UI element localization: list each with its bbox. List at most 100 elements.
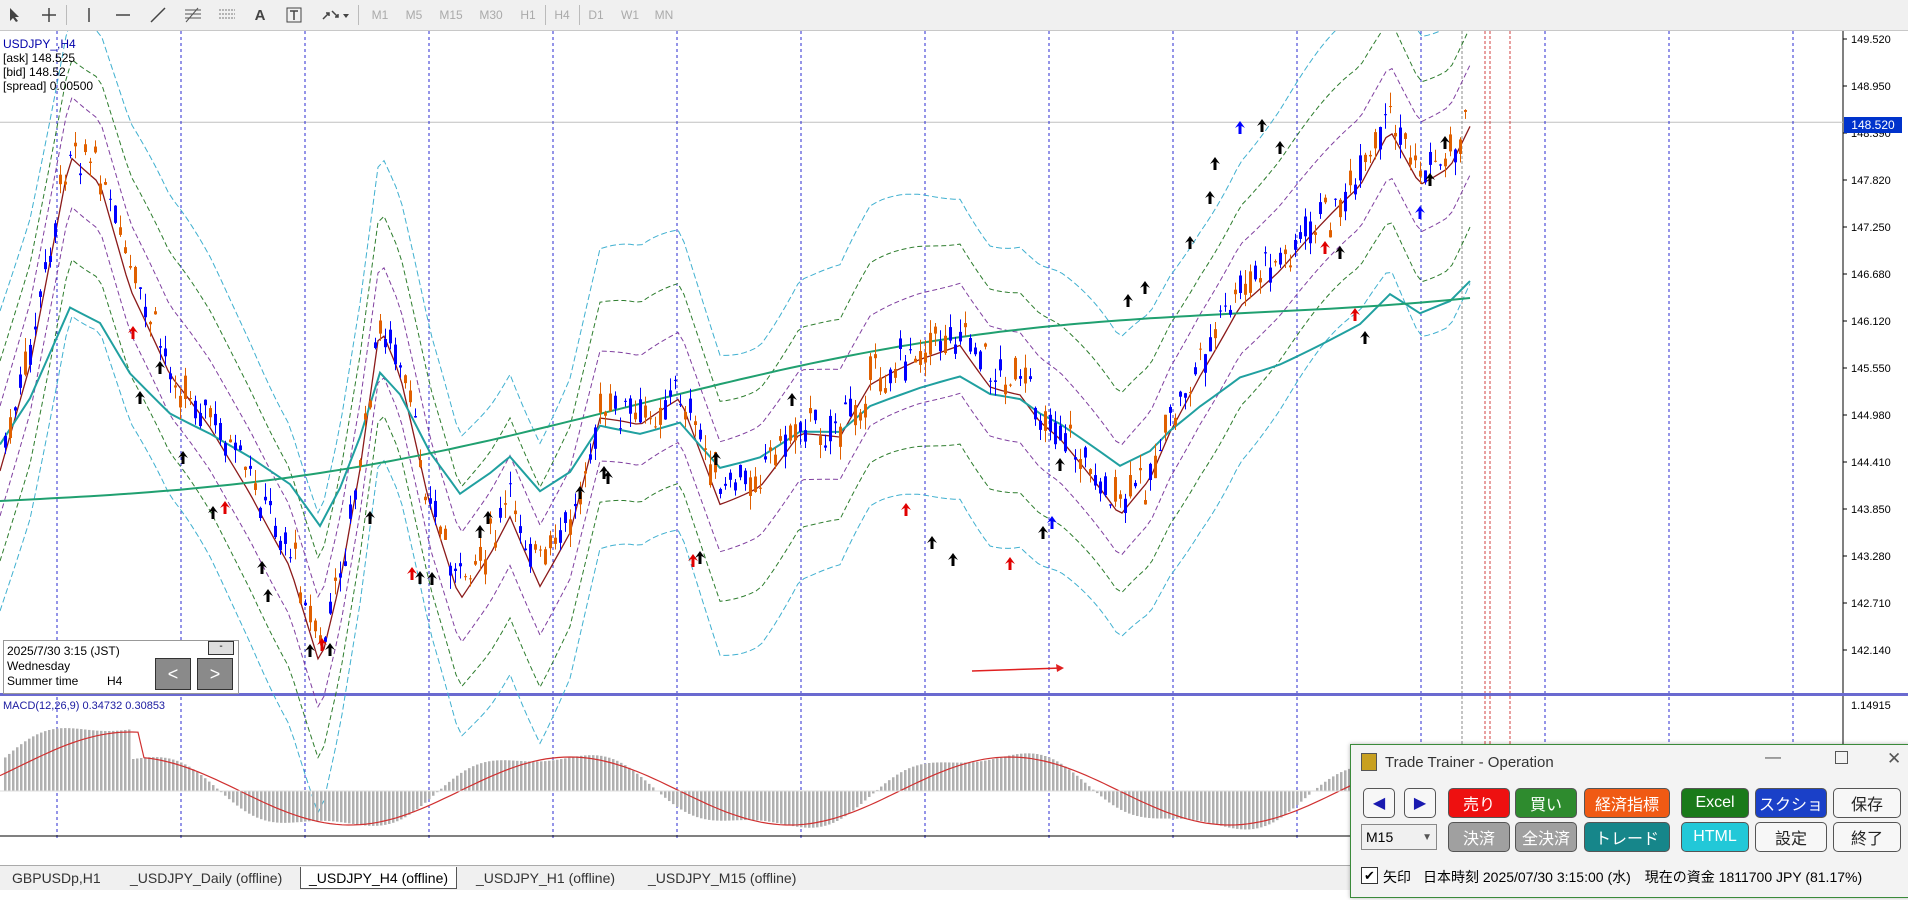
candlestick-body — [389, 329, 392, 344]
macd-histogram-bar — [240, 791, 243, 809]
price-axis — [1843, 31, 1908, 841]
horizontal-line-icon[interactable] — [110, 3, 136, 27]
fibonacci-expansion-icon[interactable] — [180, 3, 206, 27]
trade-arrow-icon — [711, 452, 721, 465]
macd-histogram-bar — [1172, 791, 1175, 819]
candlestick-body — [1154, 455, 1157, 479]
chart-tab[interactable]: _USDJPY_H1 (offline) — [476, 869, 616, 886]
chart-tab[interactable]: _USDJPY_M15 (offline) — [648, 869, 797, 886]
candlestick-body — [914, 358, 917, 363]
candlestick-body — [429, 498, 432, 504]
candlestick-body — [1204, 354, 1207, 373]
close-position-button[interactable]: 決済 — [1448, 822, 1510, 852]
macd-histogram-bar — [364, 791, 367, 826]
trade-arrow-icon — [1005, 557, 1015, 570]
candlestick-body — [1174, 417, 1177, 426]
macd-histogram-bar — [80, 729, 83, 791]
chart-tab[interactable]: GBPUSDp,H1 — [12, 869, 101, 886]
arrows-icon[interactable] — [318, 3, 352, 27]
settings-button[interactable]: 設定 — [1755, 822, 1827, 852]
macd-histogram-bar — [1068, 769, 1071, 791]
candlestick-body — [989, 380, 992, 382]
candlestick-body — [1419, 170, 1422, 177]
next-bar-button[interactable]: > — [197, 658, 233, 690]
timeframe-m1-button[interactable]: M1 — [371, 8, 389, 22]
timeframe-w1-button[interactable]: W1 — [621, 8, 639, 22]
candlestick-body — [929, 332, 932, 355]
macd-histogram-bar — [1140, 791, 1143, 817]
timeframe-m15-button[interactable]: M15 — [439, 8, 463, 22]
timeframe-d1-button[interactable]: D1 — [588, 8, 604, 22]
candlestick-body — [1089, 469, 1092, 474]
chart-tab[interactable]: _USDJPY_H4 (offline) — [300, 867, 458, 889]
macd-histogram-bar — [952, 762, 955, 791]
minimize-button[interactable]: - — [208, 641, 234, 655]
close-all-button[interactable]: 全決済 — [1515, 822, 1577, 852]
candlestick-body — [274, 525, 277, 538]
timeframe-mn-button[interactable]: MN — [654, 8, 674, 22]
candlestick-body — [1004, 384, 1007, 395]
macd-histogram-bar — [1076, 775, 1079, 791]
macd-histogram-bar — [1296, 791, 1299, 806]
prev-bar-button[interactable]: < — [155, 658, 191, 690]
next-button[interactable]: ▶ — [1404, 788, 1436, 818]
macd-histogram-bar — [1232, 791, 1235, 829]
maximize-window-icon[interactable] — [1835, 751, 1848, 764]
candlestick-body — [69, 154, 72, 156]
economic-indicators-button[interactable]: 経済指標 — [1584, 788, 1670, 818]
timeframe-h4-button[interactable]: H4 — [554, 8, 570, 22]
timeframe-select[interactable]: M15 ▼ — [1361, 824, 1437, 850]
buy-button[interactable]: 買い — [1515, 788, 1577, 818]
chart-symbol-title: USDJPY_,H4 — [3, 37, 76, 51]
save-button[interactable]: 保存 — [1833, 788, 1901, 818]
macd-histogram-bar — [736, 791, 739, 821]
candlestick-body — [899, 338, 902, 350]
sell-button[interactable]: 売り — [1448, 788, 1510, 818]
trendline-icon[interactable] — [145, 3, 171, 27]
candlestick-body — [819, 436, 822, 445]
candlestick-body — [754, 476, 757, 492]
timeframe-m30-button[interactable]: M30 — [479, 8, 503, 22]
macd-histogram-bar — [324, 791, 327, 821]
macd-histogram-bar — [700, 791, 703, 819]
macd-histogram-bar — [1184, 791, 1187, 820]
arrow-checkbox[interactable]: ✔ — [1361, 867, 1378, 884]
screenshot-button[interactable]: スクショ — [1755, 788, 1827, 818]
price-chart[interactable]: 149.520 148.950 148.390 147.820 147.250 146.6… — [0, 31, 1908, 841]
macd-histogram-bar — [1256, 791, 1259, 829]
macd-histogram-bar — [236, 791, 239, 806]
macd-histogram-bar — [216, 788, 219, 791]
text-icon[interactable]: A — [254, 6, 266, 24]
fibonacci-fan-icon[interactable] — [214, 3, 240, 27]
macd-histogram-bar — [1192, 791, 1195, 820]
candlestick-body — [1439, 164, 1442, 166]
excel-button[interactable]: Excel — [1681, 788, 1749, 818]
chart-tab[interactable]: _USDJPY_Daily (offline) — [130, 869, 283, 886]
macd-histogram-bar — [1216, 791, 1219, 825]
candlestick-body — [349, 504, 352, 519]
candlestick-body — [1459, 139, 1462, 154]
cursor-icon[interactable] — [2, 3, 28, 27]
candlestick-body — [254, 483, 257, 490]
trade-arrow-icon — [317, 638, 327, 651]
macd-histogram-bar — [1028, 753, 1031, 791]
vertical-line-icon[interactable] — [76, 3, 102, 27]
price-tick-label: 143.280 — [1851, 551, 1891, 563]
crosshair-icon[interactable] — [36, 3, 62, 27]
candlestick-body — [489, 518, 492, 524]
html-button[interactable]: HTML — [1681, 822, 1749, 852]
candlestick-body — [544, 549, 547, 565]
text-label-icon[interactable] — [281, 3, 307, 27]
trade-button[interactable]: トレード — [1584, 822, 1670, 852]
prev-button[interactable]: ◀ — [1363, 788, 1395, 818]
macd-histogram-bar — [1120, 791, 1123, 810]
exit-button[interactable]: 終了 — [1833, 822, 1901, 852]
trade-arrow-icon — [1275, 141, 1285, 154]
macd-histogram-bar — [976, 761, 979, 791]
minimize-window-icon[interactable]: — — [1765, 749, 1781, 766]
close-window-icon[interactable]: ✕ — [1887, 749, 1902, 768]
candlestick-body — [434, 500, 437, 518]
timeframe-m5-button[interactable]: M5 — [405, 8, 423, 22]
timeframe-h1-button[interactable]: H1 — [520, 8, 536, 22]
macd-label: MACD(12,26,9) 0.34732 0.30853 — [3, 700, 166, 712]
